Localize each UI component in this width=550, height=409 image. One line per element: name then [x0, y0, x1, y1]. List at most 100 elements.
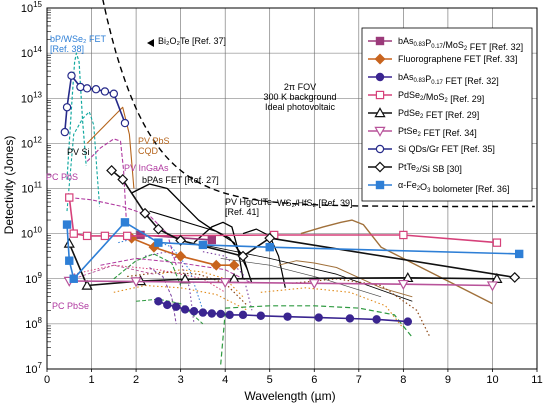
x-axis-title: Wavelength (µm) — [244, 389, 335, 403]
annotation-bp-wse: bP/WSe₂ FET — [50, 34, 107, 44]
data-point — [375, 36, 385, 46]
purple-dashed — [149, 267, 177, 324]
data-point — [117, 174, 129, 185]
legend-label: PdSe2/MoS2 [Ref. 29] — [398, 90, 484, 104]
data-point — [122, 231, 132, 241]
data-point — [492, 238, 502, 247]
y-tick-label: 1013 — [21, 90, 43, 105]
series-line — [111, 169, 515, 279]
annotation-fov: 2π FOV — [284, 82, 316, 92]
data-point — [82, 84, 92, 93]
pc-pbse-curve — [100, 257, 253, 284]
data-point — [67, 71, 76, 80]
legend-entry: Si QDs/Gr FET [Ref. 35] — [368, 144, 495, 154]
data-point — [180, 305, 190, 314]
annotation-pv-si: PV Si — [67, 147, 90, 157]
data-point — [375, 144, 385, 154]
legend-entry: α-Fe2O3 bolometer [Ref. 36] — [368, 180, 509, 194]
y-tick-label: 1011 — [21, 181, 42, 196]
data-point — [175, 250, 187, 262]
legend-entry: bAs0.83P0.17/MoS2 FET [Ref. 32] — [368, 36, 523, 52]
legend-label: Fluorographene FET [Ref. 33] — [398, 54, 517, 64]
long-black-line — [202, 244, 413, 302]
data-point — [314, 313, 323, 322]
x-tick-label: 2 — [133, 374, 139, 386]
data-point — [130, 277, 142, 288]
data-point — [154, 238, 163, 247]
annotation-pv-hgcdte: PV HgCdTe — [225, 197, 272, 207]
data-point — [256, 311, 266, 320]
y-tick-label: 108 — [25, 316, 42, 331]
series-line — [158, 300, 408, 323]
legend-label: bAs0.83P0.17/MoS2 FET [Ref. 32] — [398, 36, 523, 52]
data-point — [228, 259, 240, 271]
data-point — [283, 312, 292, 321]
annotation-pc-pbs: PC PbS — [46, 172, 78, 182]
y-tick-label: 1014 — [21, 45, 43, 60]
data-point — [374, 53, 386, 65]
x-tick-label: 10 — [486, 374, 498, 386]
ptse2-dashed — [73, 264, 154, 280]
data-point — [163, 300, 172, 310]
data-point — [399, 230, 408, 240]
y-tick-label: 1012 — [21, 135, 43, 150]
axes-layer: 0 1 2 3 4 5 6 7 8 9 10 1110710810910101011101210131… — [21, 0, 543, 386]
data-point — [62, 220, 72, 229]
data-point — [91, 85, 101, 94]
data-point — [265, 242, 274, 252]
legend-entry: PdSe2/MoS2 [Ref. 29] — [368, 90, 484, 104]
orange-dotted-3 — [260, 287, 404, 329]
data-point — [100, 87, 110, 96]
pink-dotted — [73, 264, 226, 293]
background-limit-curve — [102, 0, 535, 208]
data-point — [308, 279, 320, 290]
data-point — [238, 310, 248, 320]
data-point — [106, 165, 118, 176]
y-tick-label: 1015 — [21, 0, 43, 15]
data-point — [65, 256, 74, 265]
data-point — [175, 234, 187, 246]
data-point — [171, 302, 181, 311]
legend-label: Si QDs/Gr FET [Ref. 35] — [398, 144, 495, 154]
legend-entry: PtSe2 FET [Ref. 34] — [368, 126, 477, 138]
series-6 — [63, 276, 499, 292]
annotation-pv-ingaas: PV InGaAs — [124, 163, 169, 173]
data-point — [375, 180, 385, 190]
y-tick-label: 109 — [25, 271, 42, 286]
annotation-fov: 300 K background — [263, 92, 336, 102]
data-point — [403, 317, 413, 326]
annotation-pv-pbs: PV PbS — [138, 136, 170, 146]
data-point — [198, 240, 208, 250]
data-point — [63, 237, 75, 248]
data-point — [154, 297, 163, 306]
annotations-layer: bP/WSe₂ FET[Ref. 38] Bi₂O₂Te [Ref. 37] 2π … — [46, 34, 353, 311]
data-point — [225, 310, 234, 320]
data-point — [179, 273, 191, 284]
x-tick-label: 1 — [88, 374, 94, 386]
annotation-bp-wse: [Ref. 38] — [50, 44, 84, 54]
legend-label: bAs0.83P0.17 FET [Ref. 32] — [398, 72, 499, 86]
data-point — [210, 259, 222, 271]
legend-label: PtTe2/Si SB [30] — [398, 162, 462, 174]
pv-si-curve — [66, 111, 101, 212]
data-point — [375, 72, 385, 82]
x-tick-label: 8 — [400, 374, 406, 386]
data-point — [109, 89, 119, 98]
annotation-pv-pbs: CQD — [138, 146, 159, 156]
x-tick-label: 11 — [531, 374, 542, 386]
data-point — [76, 82, 85, 92]
data-point — [120, 118, 130, 128]
background-curves — [66, 0, 535, 365]
data-point — [216, 309, 225, 319]
data-point — [65, 193, 74, 202]
legend-entry: PtTe2/Si SB [30] — [368, 161, 462, 174]
x-tick-label: 4 — [222, 374, 228, 386]
legend-box — [361, 27, 533, 202]
data-point — [374, 161, 386, 173]
plot-frame — [46, 7, 538, 370]
data-point — [207, 235, 217, 245]
pc-pbs-curve — [69, 196, 177, 266]
x-tick-label: 7 — [356, 374, 362, 386]
